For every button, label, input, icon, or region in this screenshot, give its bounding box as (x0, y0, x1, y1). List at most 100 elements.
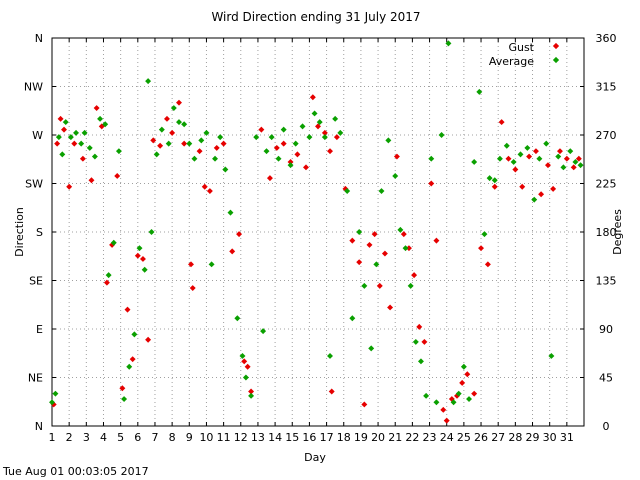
x-tick-label: 17 (320, 431, 334, 444)
average-point (496, 155, 503, 162)
average-point (263, 148, 270, 155)
average-point (165, 140, 172, 147)
x-tick-label: 18 (337, 431, 351, 444)
x-tick-label: 31 (560, 431, 574, 444)
gust-point (181, 140, 188, 147)
average-point (78, 140, 85, 147)
right-tick-label: 180 (596, 226, 617, 239)
average-point (91, 153, 98, 160)
gust-point (315, 123, 321, 130)
gust-point (538, 191, 545, 198)
gust-point (491, 183, 498, 190)
right-tick-label: 270 (596, 129, 617, 142)
gust-point (145, 336, 152, 343)
average-point (466, 396, 472, 403)
gust-point (150, 137, 157, 144)
average-point (97, 115, 104, 122)
average-point (52, 390, 59, 397)
average-point (62, 119, 69, 126)
average-point (186, 140, 193, 147)
gust-point (393, 153, 400, 160)
average-point (392, 172, 399, 179)
x-tick-label: 28 (508, 431, 522, 444)
right-tick-label: 135 (596, 275, 617, 288)
average-point (148, 229, 155, 235)
x-tick-label: 7 (151, 431, 158, 444)
gust-point (114, 172, 121, 179)
left-tick-label: SW (25, 178, 43, 191)
left-tick-label: S (36, 226, 43, 239)
average-point (356, 229, 363, 235)
x-tick-label: 11 (217, 431, 231, 444)
x-tick-label: 6 (134, 431, 141, 444)
gust-point (459, 379, 466, 386)
legend-label-gust: Gust (508, 41, 534, 54)
x-tick-label: 10 (199, 431, 213, 444)
legend-marker-average (552, 56, 560, 64)
average-point (105, 272, 112, 279)
gust-point (550, 185, 557, 192)
gust-point (512, 166, 519, 173)
gust-point (244, 363, 251, 370)
average-point (208, 261, 215, 268)
gust-point (498, 119, 505, 126)
average-point (311, 110, 318, 117)
gust-point (303, 164, 309, 171)
average-point (407, 282, 414, 289)
average-point (158, 126, 165, 133)
right-tick-label: 315 (596, 81, 617, 94)
x-tick-label: 19 (354, 431, 368, 444)
average-point (337, 129, 344, 136)
average-point (292, 140, 299, 147)
legend: Gust Average (489, 41, 560, 68)
average-point (131, 331, 138, 338)
x-tick-label: 26 (474, 431, 488, 444)
gust-point (176, 99, 182, 106)
left-axis-ticks: N NE E SE S SW W NW N (24, 32, 56, 433)
gust-point (570, 164, 577, 171)
x-tick-label: 27 (491, 431, 505, 444)
average-point (344, 188, 351, 195)
average-point (287, 162, 294, 169)
gust-point (478, 245, 485, 252)
average-point (560, 164, 567, 171)
gust-point (206, 188, 213, 195)
average-point (299, 123, 306, 130)
average-point (531, 196, 538, 203)
average-point (242, 374, 249, 381)
x-axis-title: Day (304, 451, 326, 464)
gust-point (356, 259, 363, 266)
gust-point (229, 248, 236, 255)
average-point (176, 119, 182, 126)
average-point (481, 231, 488, 238)
x-tick-label: 15 (285, 431, 299, 444)
gust-point (376, 282, 383, 289)
x-tick-label: 29 (526, 431, 540, 444)
left-tick-label: N (35, 420, 43, 433)
gust-point (387, 304, 394, 311)
gust-point (71, 140, 78, 147)
right-tick-label: 90 (599, 323, 613, 336)
gust-point (416, 323, 423, 330)
average-point (102, 121, 109, 128)
x-tick-label: 25 (457, 431, 471, 444)
average-point (59, 151, 66, 158)
gust-point (79, 155, 86, 162)
average-point (191, 155, 198, 162)
average-point (412, 338, 419, 345)
gust-point (484, 261, 491, 268)
gust-point (169, 129, 176, 136)
average-point (115, 148, 122, 155)
average-point (316, 119, 323, 126)
gust-point (57, 115, 64, 122)
gust-point (273, 144, 280, 151)
footer-timestamp: Tue Aug 01 00:03:05 2017 (2, 465, 149, 478)
average-point (136, 245, 143, 252)
average-point (217, 134, 224, 141)
average-point (73, 129, 79, 136)
average-point (153, 151, 160, 158)
average-point (438, 132, 445, 138)
average-point (423, 392, 430, 399)
right-tick-label: 360 (596, 32, 617, 45)
gust-point (328, 388, 335, 395)
